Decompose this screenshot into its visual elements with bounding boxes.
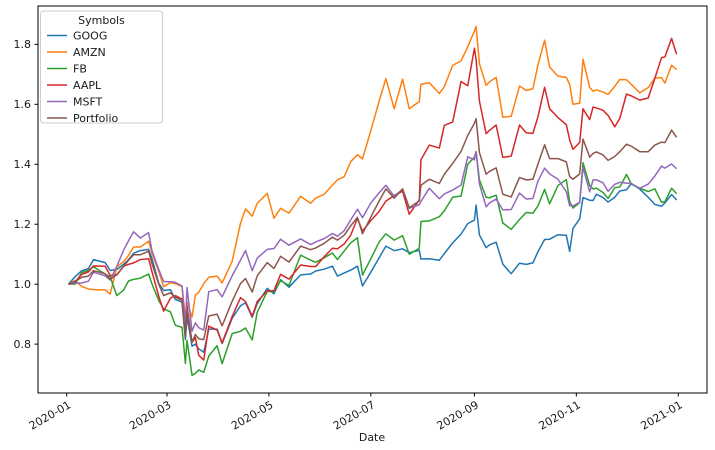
- x-tick-label: 2020-09: [435, 398, 481, 432]
- series-line-FB: [68, 150, 678, 377]
- series-line-MSFT: [68, 150, 678, 332]
- legend-label: Portfolio: [73, 112, 119, 125]
- series-line-Portfolio: [68, 117, 678, 344]
- y-tick-label: 1.8: [14, 38, 32, 51]
- legend-title: Symbols: [78, 14, 125, 27]
- legend-label: FB: [73, 63, 87, 76]
- x-axis-label: Date: [359, 431, 386, 444]
- legend-entry-Portfolio: Portfolio: [47, 112, 119, 125]
- x-tick-label: 2021-01: [638, 398, 684, 432]
- x-tick-label: 2020-11: [537, 398, 583, 432]
- legend-label: AAPL: [73, 79, 102, 92]
- x-tick-label: 2020-03: [127, 398, 173, 432]
- legend-label: AMZN: [73, 46, 106, 59]
- series-lines: [67, 25, 678, 377]
- y-axis: 0.8 1.0 1.2 1.4 1.6 1.8: [14, 38, 38, 351]
- y-tick-label: 1.2: [14, 218, 32, 231]
- series-line-GOOG: [67, 182, 678, 353]
- series-line-AAPL: [68, 37, 678, 361]
- legend-box: [40, 10, 163, 124]
- legend-label: GOOG: [73, 30, 107, 43]
- x-tick-label: 2020-05: [229, 398, 275, 432]
- y-tick-label: 1.0: [14, 278, 32, 291]
- legend-entry-MSFT: MSFT: [47, 96, 103, 109]
- legend-label: MSFT: [73, 96, 103, 109]
- legend-entry-GOOG: GOOG: [47, 30, 107, 43]
- y-tick-label: 1.4: [14, 158, 32, 171]
- legend-entry-AAPL: AAPL: [47, 79, 102, 92]
- series-line-AMZN: [68, 25, 678, 321]
- x-tick-label: 2020-01: [27, 398, 73, 432]
- legend-entry-AMZN: AMZN: [47, 46, 106, 59]
- legend-entry-FB: FB: [47, 63, 87, 76]
- plot-border: [37, 5, 708, 394]
- y-tick-label: 1.6: [14, 98, 32, 111]
- x-axis: 2020-01 2020-03 2020-05 2020-07 2020-09 2020-…: [27, 393, 685, 433]
- legend: Symbols GOOG AMZN FB AAPL MSFT Portfolio: [40, 10, 163, 125]
- x-tick-label: 2020-07: [331, 398, 377, 432]
- y-tick-label: 0.8: [14, 338, 32, 351]
